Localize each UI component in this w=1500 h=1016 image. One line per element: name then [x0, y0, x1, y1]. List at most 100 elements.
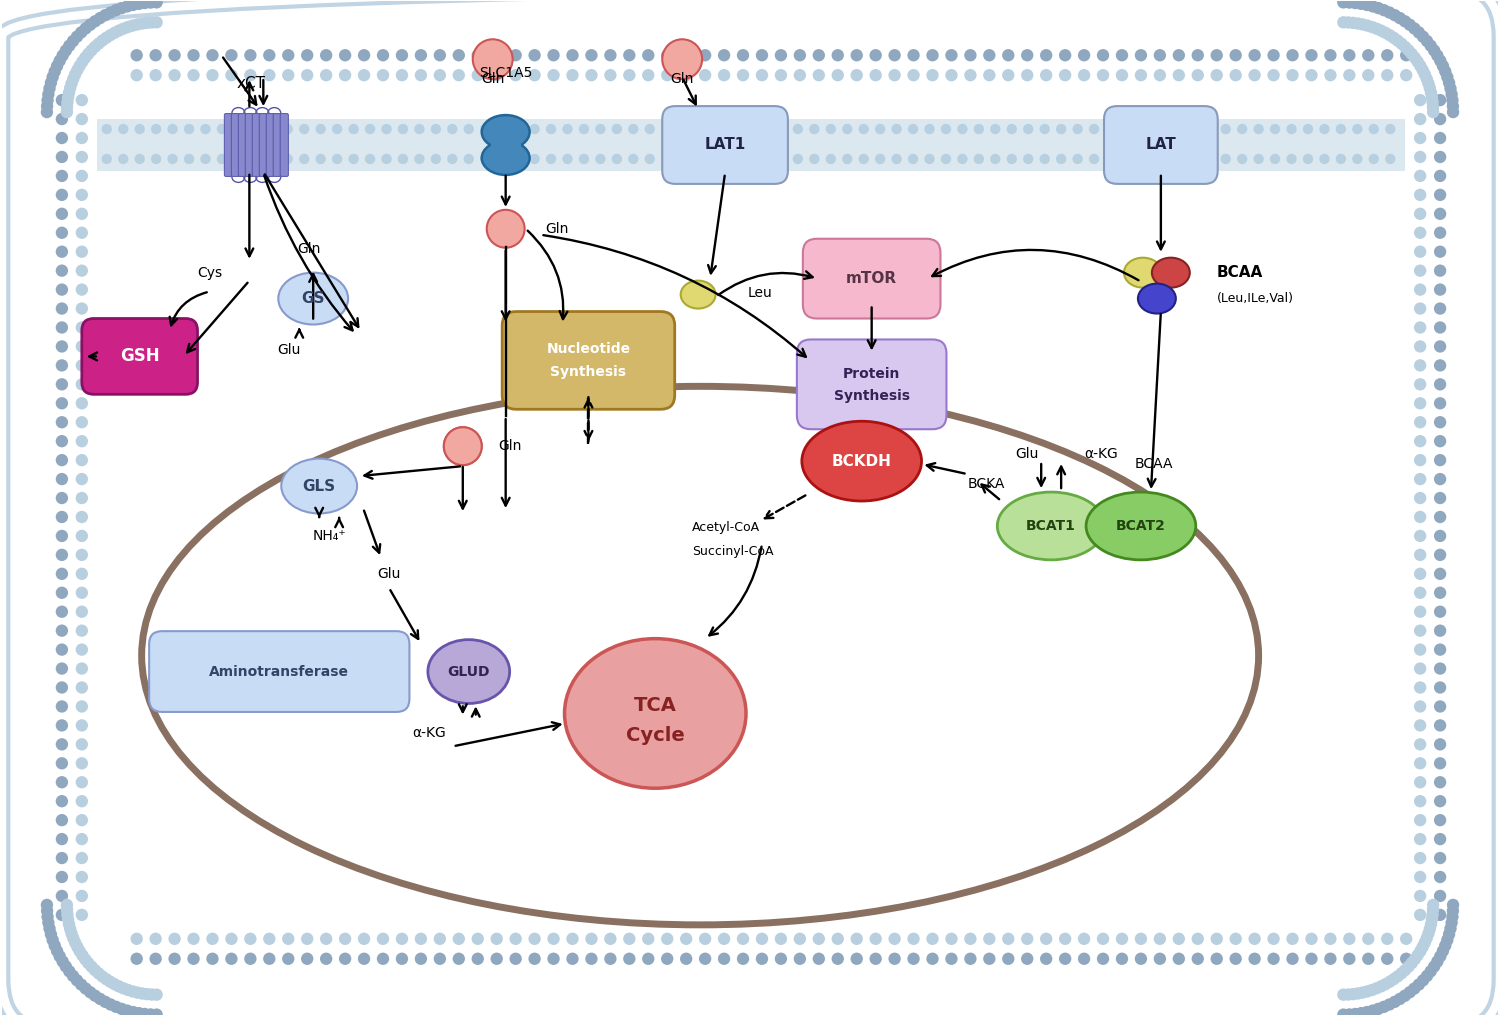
Ellipse shape: [1086, 492, 1196, 560]
Circle shape: [1268, 933, 1280, 945]
Text: Leu: Leu: [748, 285, 772, 300]
Circle shape: [1418, 974, 1430, 987]
Circle shape: [320, 49, 333, 61]
Circle shape: [40, 899, 53, 911]
Circle shape: [339, 69, 351, 81]
Circle shape: [1191, 933, 1204, 945]
Circle shape: [75, 739, 88, 751]
Circle shape: [152, 153, 162, 165]
Circle shape: [75, 625, 88, 637]
Ellipse shape: [1124, 258, 1162, 288]
Circle shape: [93, 38, 105, 50]
Circle shape: [1414, 549, 1426, 561]
Circle shape: [75, 93, 88, 107]
Circle shape: [1428, 45, 1440, 57]
Circle shape: [433, 69, 445, 81]
Circle shape: [792, 124, 802, 134]
Circle shape: [1383, 999, 1395, 1011]
Circle shape: [75, 833, 88, 845]
Circle shape: [1434, 795, 1446, 808]
Circle shape: [756, 69, 768, 81]
Circle shape: [108, 26, 122, 39]
Circle shape: [64, 923, 76, 935]
Circle shape: [794, 933, 806, 945]
Circle shape: [93, 967, 105, 979]
Circle shape: [168, 153, 178, 165]
Circle shape: [1191, 49, 1204, 61]
Circle shape: [302, 953, 313, 965]
Circle shape: [662, 49, 674, 61]
Circle shape: [150, 16, 164, 28]
Circle shape: [102, 153, 112, 165]
Circle shape: [1414, 189, 1426, 201]
Circle shape: [100, 973, 112, 986]
Circle shape: [56, 586, 68, 599]
Circle shape: [1191, 69, 1204, 81]
Circle shape: [75, 303, 88, 315]
Circle shape: [1352, 17, 1364, 29]
Circle shape: [302, 49, 313, 61]
Circle shape: [62, 97, 74, 109]
Circle shape: [699, 953, 711, 965]
Circle shape: [396, 953, 408, 965]
Circle shape: [62, 91, 74, 104]
Circle shape: [381, 124, 392, 134]
Circle shape: [622, 49, 636, 61]
FancyBboxPatch shape: [280, 114, 288, 177]
Circle shape: [56, 739, 68, 751]
Circle shape: [1268, 953, 1280, 965]
Circle shape: [320, 933, 333, 945]
Text: Gln: Gln: [670, 72, 694, 86]
Circle shape: [1400, 49, 1413, 61]
Circle shape: [104, 29, 117, 42]
Circle shape: [1116, 933, 1128, 945]
Circle shape: [104, 975, 117, 988]
Circle shape: [75, 189, 88, 201]
Circle shape: [1426, 908, 1438, 920]
Circle shape: [945, 953, 957, 965]
Circle shape: [528, 933, 542, 945]
Circle shape: [358, 69, 370, 81]
Circle shape: [1056, 153, 1066, 165]
Circle shape: [1434, 549, 1446, 561]
Circle shape: [1434, 871, 1446, 883]
Circle shape: [585, 49, 597, 61]
Circle shape: [75, 776, 88, 788]
Circle shape: [604, 933, 616, 945]
Circle shape: [56, 303, 68, 315]
Circle shape: [680, 953, 693, 965]
Text: LAT1: LAT1: [705, 137, 746, 152]
Circle shape: [1154, 933, 1166, 945]
Circle shape: [982, 953, 996, 965]
Circle shape: [567, 49, 579, 61]
Circle shape: [1384, 124, 1395, 134]
Circle shape: [433, 49, 445, 61]
Circle shape: [62, 913, 74, 926]
Circle shape: [136, 988, 148, 1000]
Circle shape: [358, 933, 370, 945]
Circle shape: [1022, 933, 1034, 945]
Circle shape: [530, 124, 540, 134]
Circle shape: [1414, 890, 1426, 902]
Circle shape: [760, 124, 770, 134]
Circle shape: [908, 49, 920, 61]
Circle shape: [447, 153, 458, 165]
Circle shape: [694, 124, 705, 134]
Circle shape: [128, 0, 140, 11]
Circle shape: [1434, 814, 1446, 826]
Circle shape: [1268, 49, 1280, 61]
Circle shape: [1072, 124, 1083, 134]
Circle shape: [831, 49, 844, 61]
Circle shape: [1418, 30, 1430, 43]
Circle shape: [528, 953, 542, 965]
Circle shape: [908, 153, 918, 165]
Circle shape: [1372, 1003, 1384, 1015]
Circle shape: [1404, 18, 1416, 30]
Circle shape: [850, 69, 862, 81]
Circle shape: [126, 986, 140, 998]
Circle shape: [662, 153, 672, 165]
Circle shape: [130, 69, 142, 81]
Ellipse shape: [998, 492, 1106, 560]
FancyBboxPatch shape: [260, 114, 267, 177]
Circle shape: [1442, 71, 1454, 83]
